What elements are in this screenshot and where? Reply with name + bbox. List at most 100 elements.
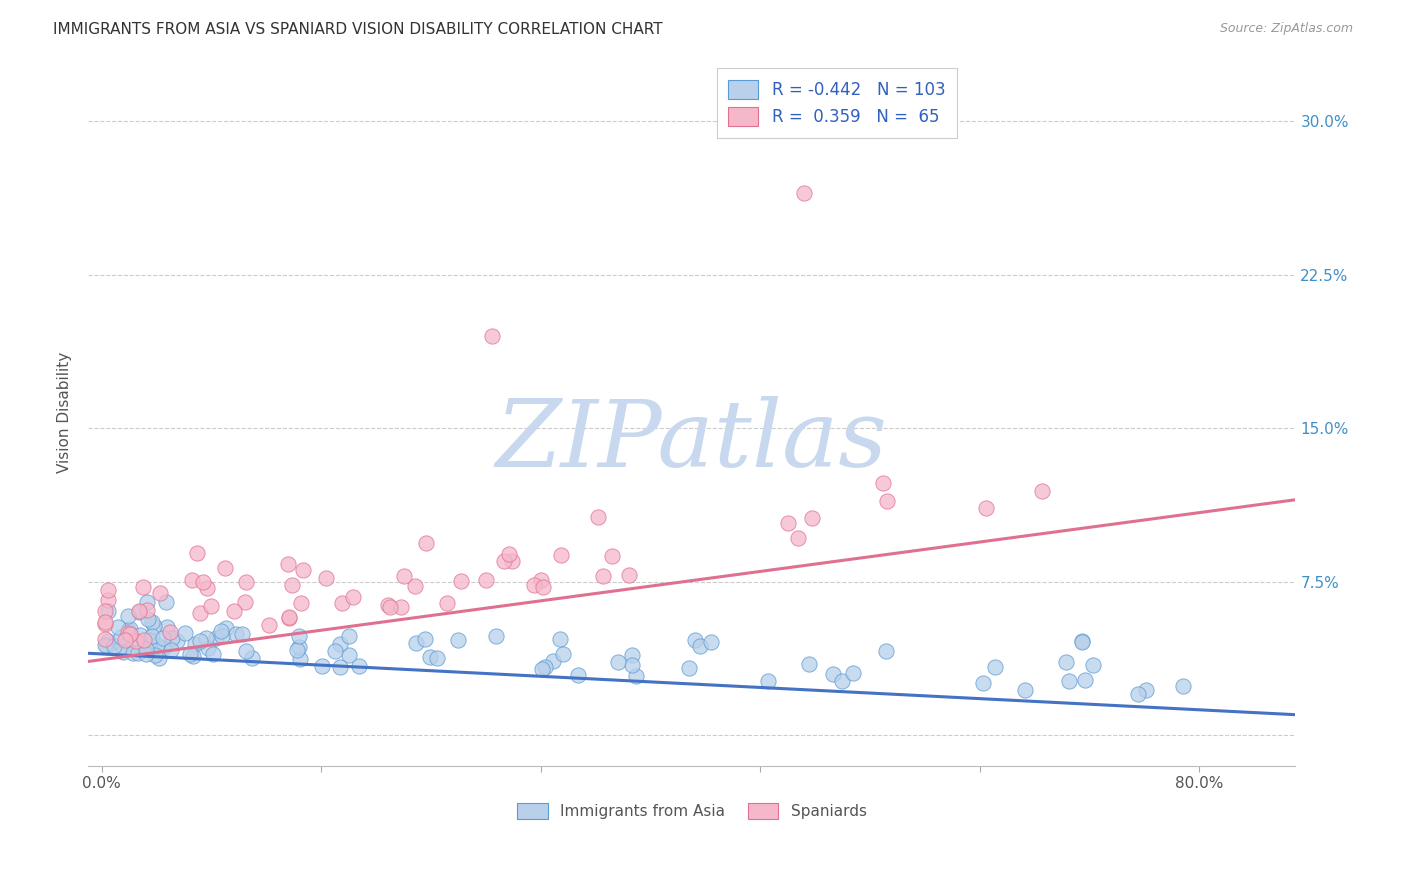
Point [285, 643, 308, 657]
Point [976, 500, 998, 515]
Point [103, 639, 125, 653]
Point [329, 637, 352, 651]
Point [120, 627, 142, 641]
Point [288, 652, 311, 666]
Point [413, 632, 436, 647]
Point [127, 646, 149, 660]
Point [148, 651, 170, 665]
Point [155, 595, 177, 609]
Point [377, 599, 399, 613]
Point [240, 650, 263, 665]
Point [619, 568, 641, 582]
Point [214, 561, 236, 575]
Point [110, 630, 132, 644]
Point [531, 580, 554, 594]
Point [188, 634, 211, 648]
Point [607, 656, 630, 670]
Point [111, 640, 134, 654]
Point [129, 627, 152, 641]
Point [972, 675, 994, 690]
Point [485, 629, 508, 643]
Point [94, 604, 117, 618]
Point [231, 626, 253, 640]
Point [96, 639, 118, 653]
Point [447, 633, 470, 648]
Point [136, 612, 159, 626]
Point [1128, 687, 1150, 701]
Point [222, 604, 245, 618]
Point [683, 632, 706, 647]
Point [875, 644, 897, 658]
Point [93, 632, 115, 647]
Point [97, 634, 120, 648]
Point [689, 639, 711, 653]
Point [97, 603, 120, 617]
Point [290, 596, 312, 610]
Point [195, 631, 218, 645]
Point [330, 596, 353, 610]
Point [534, 659, 557, 673]
Point [436, 596, 458, 610]
Point [112, 645, 135, 659]
Point [501, 554, 523, 568]
Point [159, 625, 181, 640]
Point [474, 573, 496, 587]
Point [530, 573, 553, 587]
Point [235, 595, 257, 609]
Point [97, 582, 120, 597]
Point [823, 667, 845, 681]
Point [143, 648, 166, 663]
Point [541, 654, 564, 668]
Point [523, 578, 546, 592]
Point [117, 623, 139, 637]
Point [131, 643, 153, 657]
Point [209, 624, 232, 639]
Point [160, 631, 183, 645]
Point [551, 647, 574, 661]
Legend: Immigrants from Asia, Spaniards: Immigrants from Asia, Spaniards [510, 797, 873, 825]
Point [94, 617, 117, 632]
Point [134, 633, 156, 648]
Point [876, 494, 898, 508]
Point [311, 658, 333, 673]
Point [190, 606, 212, 620]
Point [235, 644, 257, 658]
Point [292, 563, 315, 577]
Point [799, 657, 821, 671]
Point [179, 647, 201, 661]
Point [415, 536, 437, 550]
Point [1057, 674, 1080, 689]
Point [756, 673, 779, 688]
Point [173, 626, 195, 640]
Point [404, 579, 426, 593]
Point [184, 637, 207, 651]
Point [567, 668, 589, 682]
Point [793, 186, 815, 200]
Point [148, 643, 170, 657]
Point [1173, 679, 1195, 693]
Text: Source: ZipAtlas.com: Source: ZipAtlas.com [1219, 22, 1353, 36]
Point [450, 574, 472, 589]
Point [550, 548, 572, 562]
Point [181, 574, 204, 588]
Point [1031, 484, 1053, 499]
Point [191, 574, 214, 589]
Point [93, 615, 115, 630]
Point [1135, 682, 1157, 697]
Point [389, 600, 412, 615]
Point [278, 610, 301, 624]
Point [141, 630, 163, 644]
Point [1073, 673, 1095, 687]
Point [1083, 658, 1105, 673]
Point [141, 643, 163, 657]
Point [494, 554, 516, 568]
Point [342, 590, 364, 604]
Point [186, 546, 208, 560]
Point [195, 581, 218, 595]
Point [114, 633, 136, 648]
Point [93, 638, 115, 652]
Point [288, 640, 311, 654]
Point [132, 580, 155, 594]
Point [215, 622, 238, 636]
Point [1054, 655, 1077, 669]
